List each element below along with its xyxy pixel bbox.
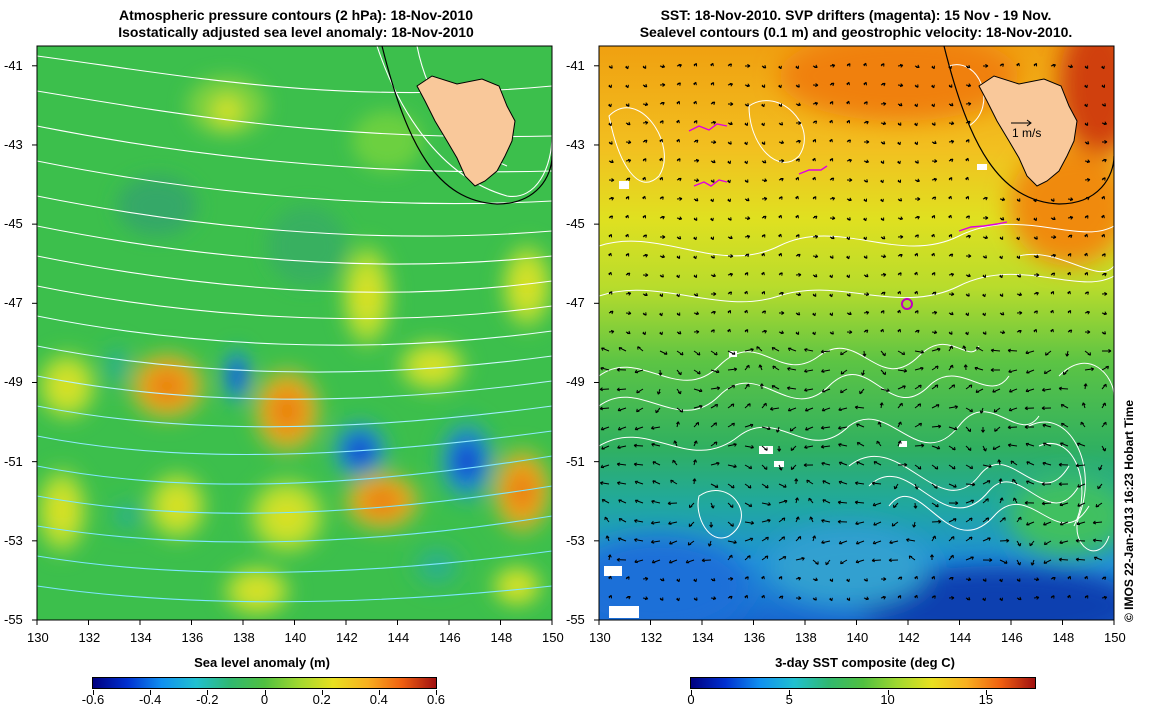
lon-tick-label: 144 <box>949 630 972 645</box>
colorbar-tick-label: 0.4 <box>369 692 388 707</box>
colorbar-tick <box>985 690 987 695</box>
sst-map: 1 m/s <box>599 46 1114 620</box>
colorbar-tick <box>321 690 323 695</box>
lat-tick-label: -47 <box>4 295 23 311</box>
lon-tick-label: 150 <box>1104 630 1126 645</box>
colorbar-tick-label: -0.4 <box>138 692 162 707</box>
colorbar-tick-label: 0 <box>260 692 269 707</box>
lat-tick-label: -53 <box>566 532 585 548</box>
colorbar-tick <box>436 690 437 695</box>
lon-tick-label: 146 <box>1001 630 1023 645</box>
colorbar-tick <box>207 690 209 695</box>
colorbar-tick-label: 0.2 <box>312 692 331 707</box>
lon-tick-label: 136 <box>743 630 766 645</box>
left-panel-title: Atmospheric pressure contours (2 hPa): 1… <box>40 7 552 41</box>
lon-tick-label: 130 <box>27 630 49 645</box>
lon-tick-label: 144 <box>387 630 410 645</box>
lat-tick-label: -43 <box>566 136 585 152</box>
colorbar-tick-label: 0 <box>687 692 695 707</box>
lat-tick-label: -41 <box>566 57 585 73</box>
lon-tick-label: 148 <box>490 630 513 645</box>
lat-tick-label: -55 <box>566 612 585 627</box>
lon-tick-label: 142 <box>336 630 358 645</box>
right-title-line2: Sealevel contours (0.1 m) and geostrophi… <box>639 24 1073 40</box>
lat-tick-label: -43 <box>4 136 23 152</box>
lon-tick-label: 136 <box>181 630 204 645</box>
lon-tick-label: 138 <box>795 630 817 645</box>
colorbar-tick <box>887 690 889 695</box>
lat-tick-label: -51 <box>4 453 23 469</box>
colorbar-tick <box>789 690 791 695</box>
lat-tick-label: -47 <box>566 295 585 311</box>
lon-tick-label: 138 <box>233 630 255 645</box>
lon-tick-label: 140 <box>846 630 869 645</box>
lon-tick-label: 132 <box>640 630 663 645</box>
colorbar-tick-label: 0.6 <box>426 692 446 707</box>
lon-tick-label: 134 <box>692 630 714 645</box>
credit-text: © IMOS 22-Jan-2013 16:23 Hobart Time <box>1122 399 1136 622</box>
colorbar-tick-label: 15 <box>978 692 994 707</box>
colorbar-tick <box>378 690 380 695</box>
sst-colorbar <box>690 677 1036 689</box>
left-title-line2: Isostatically adjusted sea level anomaly… <box>118 24 474 40</box>
right-panel-title: SST: 18-Nov-2010. SVP drifters (magenta)… <box>600 7 1112 41</box>
colorbar-tick <box>150 690 152 695</box>
lat-tick-label: -45 <box>4 216 23 232</box>
lon-tick-label: 150 <box>542 630 564 645</box>
sea-level-anomaly-map <box>37 46 552 620</box>
colorbar-tick-label: 10 <box>880 692 895 707</box>
lon-tick-label: 142 <box>898 630 920 645</box>
lon-tick-label: 134 <box>130 630 152 645</box>
lat-tick-label: -49 <box>566 374 585 390</box>
lon-tick-label: 130 <box>589 630 611 645</box>
lat-tick-label: -51 <box>566 453 585 469</box>
lat-tick-label: -49 <box>4 374 23 390</box>
lon-tick-label: 132 <box>78 630 101 645</box>
sla-colorbar <box>92 677 437 689</box>
velocity-scale-label: 1 m/s <box>1012 126 1041 140</box>
lat-tick-label: -41 <box>4 57 23 73</box>
right-colorbar-title: 3-day SST composite (deg C) <box>775 655 955 670</box>
colorbar-tick-label: -0.6 <box>81 692 105 707</box>
lon-tick-label: 146 <box>439 630 461 645</box>
lon-tick-label: 148 <box>1052 630 1075 645</box>
colorbar-tick <box>264 690 266 695</box>
colorbar-tick <box>691 690 692 695</box>
colorbar-tick <box>93 690 94 695</box>
colorbar-tick-label: -0.2 <box>196 692 219 707</box>
lat-tick-label: -53 <box>4 532 23 548</box>
left-colorbar-title: Sea level anomaly (m) <box>194 655 330 670</box>
left-title-line1: Atmospheric pressure contours (2 hPa): 1… <box>119 7 473 23</box>
lon-tick-label: 140 <box>284 630 307 645</box>
colorbar-tick-label: 5 <box>785 692 793 707</box>
lat-tick-label: -45 <box>566 216 585 232</box>
lat-tick-label: -55 <box>4 612 23 627</box>
right-title-line1: SST: 18-Nov-2010. SVP drifters (magenta)… <box>660 7 1052 23</box>
